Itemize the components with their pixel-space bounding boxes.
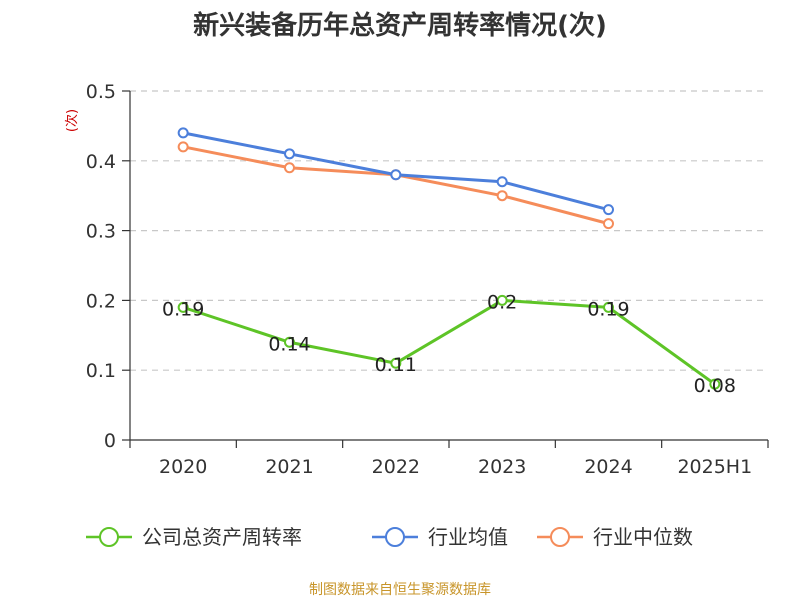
legend-label: 行业中位数 [593, 525, 693, 549]
series-layer [177, 127, 721, 390]
legend-label: 公司总资产周转率 [142, 525, 302, 549]
data-point [177, 301, 189, 313]
data-label: 0.08 [694, 375, 736, 397]
source-note: 制图数据来自恒生聚源数据库 [309, 582, 491, 598]
data-point [177, 127, 189, 139]
data-label: 0.19 [587, 298, 629, 320]
data-point [496, 190, 508, 202]
legend-item: 公司总资产周转率 [86, 525, 302, 549]
x-tick-label: 2022 [372, 456, 420, 478]
series-line [182, 145, 609, 226]
data-point [496, 294, 508, 306]
legend-marker [550, 527, 570, 547]
y-tick-label: 0.5 [86, 81, 116, 103]
series-0 [177, 294, 721, 390]
data-label: 0.14 [268, 333, 310, 355]
x-tick-label: 2023 [478, 456, 526, 478]
data-labels: 0.19 0.14 0.11 0.2 0.19 0.08 [162, 291, 736, 397]
legend-marker [99, 527, 119, 547]
data-label: 0.11 [375, 354, 417, 376]
data-point [709, 378, 721, 390]
y-tick-label: 0.1 [86, 360, 116, 382]
x-tick-label: 2020 [159, 456, 207, 478]
y-tick-label: 0.4 [86, 151, 116, 173]
data-point [496, 176, 508, 188]
data-point [390, 357, 402, 369]
legend-item: 行业中位数 [537, 525, 693, 549]
y-tick-label: 0 [104, 430, 116, 452]
series-2 [177, 141, 614, 230]
data-label: 0.19 [162, 298, 204, 320]
axes: 0 0.1 0.2 0.3 0.4 0.5 2020 2021 2022 2023 2024 2025… [86, 81, 769, 478]
grid [130, 90, 768, 371]
legend-item: 行业均值 [372, 525, 508, 549]
data-point [284, 148, 295, 160]
y-tick-label: 0.3 [86, 221, 116, 243]
y-tick-label: 0.2 [86, 290, 116, 312]
legend-label: 行业均值 [428, 525, 508, 549]
series-1 [177, 127, 614, 216]
data-point [603, 218, 614, 230]
data-point [603, 301, 614, 313]
data-label: 0.2 [487, 291, 517, 313]
legend: 公司总资产周转率 行业均值 行业中位数 [86, 525, 693, 549]
chart-title: 新兴装备历年总资产周转率情况(次) [193, 10, 607, 41]
x-tick-label: 2024 [584, 456, 632, 478]
data-point [603, 204, 614, 216]
x-tick-label: 2025H1 [677, 456, 752, 478]
x-tick-label: 2021 [265, 456, 313, 478]
legend-marker [385, 527, 405, 547]
series-line [182, 298, 716, 386]
data-point [284, 162, 295, 174]
y-axis-label: (次) [64, 109, 80, 132]
data-point [177, 141, 189, 153]
data-point [390, 169, 402, 181]
data-point [284, 336, 295, 348]
